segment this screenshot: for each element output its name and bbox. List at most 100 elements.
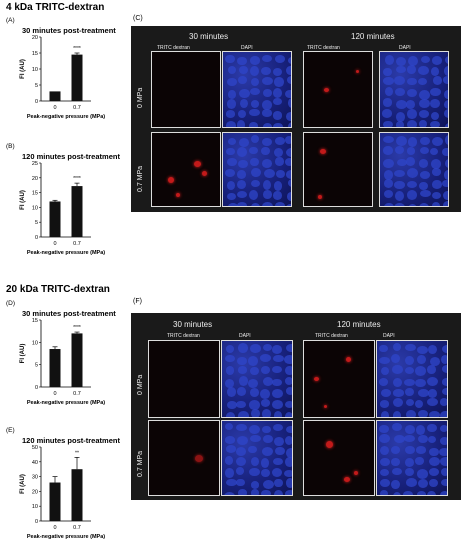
sub-title-tritc: TRITC dextran [315,333,348,339]
nucleus [406,100,416,109]
y-tick-label: 0 [35,235,38,241]
nucleus [225,468,234,478]
tritc-image [148,340,220,418]
chart-title: 120 minutes post-treatment [22,152,120,161]
nucleus [238,343,249,353]
nucleus [248,445,257,454]
nucleus [403,490,414,495]
row-label-07mpa: 0.7 MPa [137,450,144,477]
sub-title-dapi: DAPI [399,45,411,51]
nucleus [285,435,292,446]
nucleus [394,76,405,86]
nucleus [249,56,260,65]
nucleus [406,147,416,155]
nucleus [287,179,291,188]
nucleus [273,191,283,200]
nucleus [415,378,426,387]
nucleus [428,478,438,488]
nucleus [382,98,392,107]
y-tick-label: 5 [35,83,38,89]
nucleus [415,366,426,376]
nucleus [395,191,404,202]
nucleus [274,410,283,417]
nucleus [441,378,447,386]
nucleus [262,377,273,387]
nucleus [384,179,394,188]
nucleus [226,99,237,110]
nucleus [417,434,428,444]
nucleus [286,425,292,434]
nucleus [439,398,447,406]
nucleus [416,425,426,435]
nucleus [239,88,250,99]
nucleus [224,423,233,431]
nucleus [225,478,237,487]
nucleus [262,434,274,444]
y-tick-label: 10 [32,67,38,73]
nucleus [441,365,447,374]
nucleus [418,159,429,169]
nucleus [404,378,416,386]
nucleus [251,100,260,108]
nucleus [284,411,292,417]
row-label-07mpa: 0.7 MPa [137,165,144,192]
nucleus [236,456,247,467]
nucleus [287,56,291,65]
nucleus [395,87,405,96]
nucleus [429,410,440,417]
nucleus [417,389,429,397]
y-tick-label: 0 [35,385,38,391]
nucleus [274,490,283,495]
nucleus [261,67,272,76]
y-tick-label: 10 [32,340,38,346]
nucleus [273,67,283,76]
nucleus [396,100,408,109]
bar-chart-b: (B) 120 minutes post-treatment 0 5 10 15 20 25 F… [4,141,129,263]
nucleus [406,190,417,201]
nucleus [263,168,275,179]
nucleus [286,344,292,353]
dapi-image [222,132,292,207]
y-tick-label: 20 [32,176,38,182]
nucleus [407,120,418,127]
nucleus [238,366,248,374]
tritc-image [151,132,221,207]
nucleus [226,387,237,397]
y-tick-label: 0 [35,99,38,105]
nucleus [381,388,392,397]
bar-chart-d: (D) 30 minutes post-treatment 0 5 10 15 FI (AU… [4,298,129,413]
y-tick-label: 25 [32,161,38,167]
nucleus [406,157,415,166]
nucleus [225,345,235,354]
nucleus [443,89,448,100]
sub-title-tritc: TRITC dextran [157,45,190,51]
nucleus [226,445,237,453]
nucleus [440,425,447,433]
nucleus [432,136,443,147]
nucleus [249,467,261,477]
bar [71,333,83,387]
nucleus [249,387,259,397]
nucleus [225,169,236,178]
nucleus [395,120,405,127]
nucleus [262,343,273,352]
nucleus [272,457,283,466]
nucleus [239,98,249,109]
nucleus [250,409,260,417]
nucleus [250,366,259,376]
nucleus [406,88,417,98]
dapi-image [376,420,448,496]
nucleus [405,409,416,417]
nucleus [396,56,406,66]
nucleus [379,425,389,433]
bar [49,201,61,237]
nucleus [416,468,428,479]
nucleus [407,203,417,206]
nucleus [391,458,400,467]
nucleus [419,181,428,190]
nucleus [429,456,441,466]
nucleus [432,56,443,65]
nucleus [383,190,393,198]
dapi-image [379,132,449,207]
nucleus [273,98,282,106]
